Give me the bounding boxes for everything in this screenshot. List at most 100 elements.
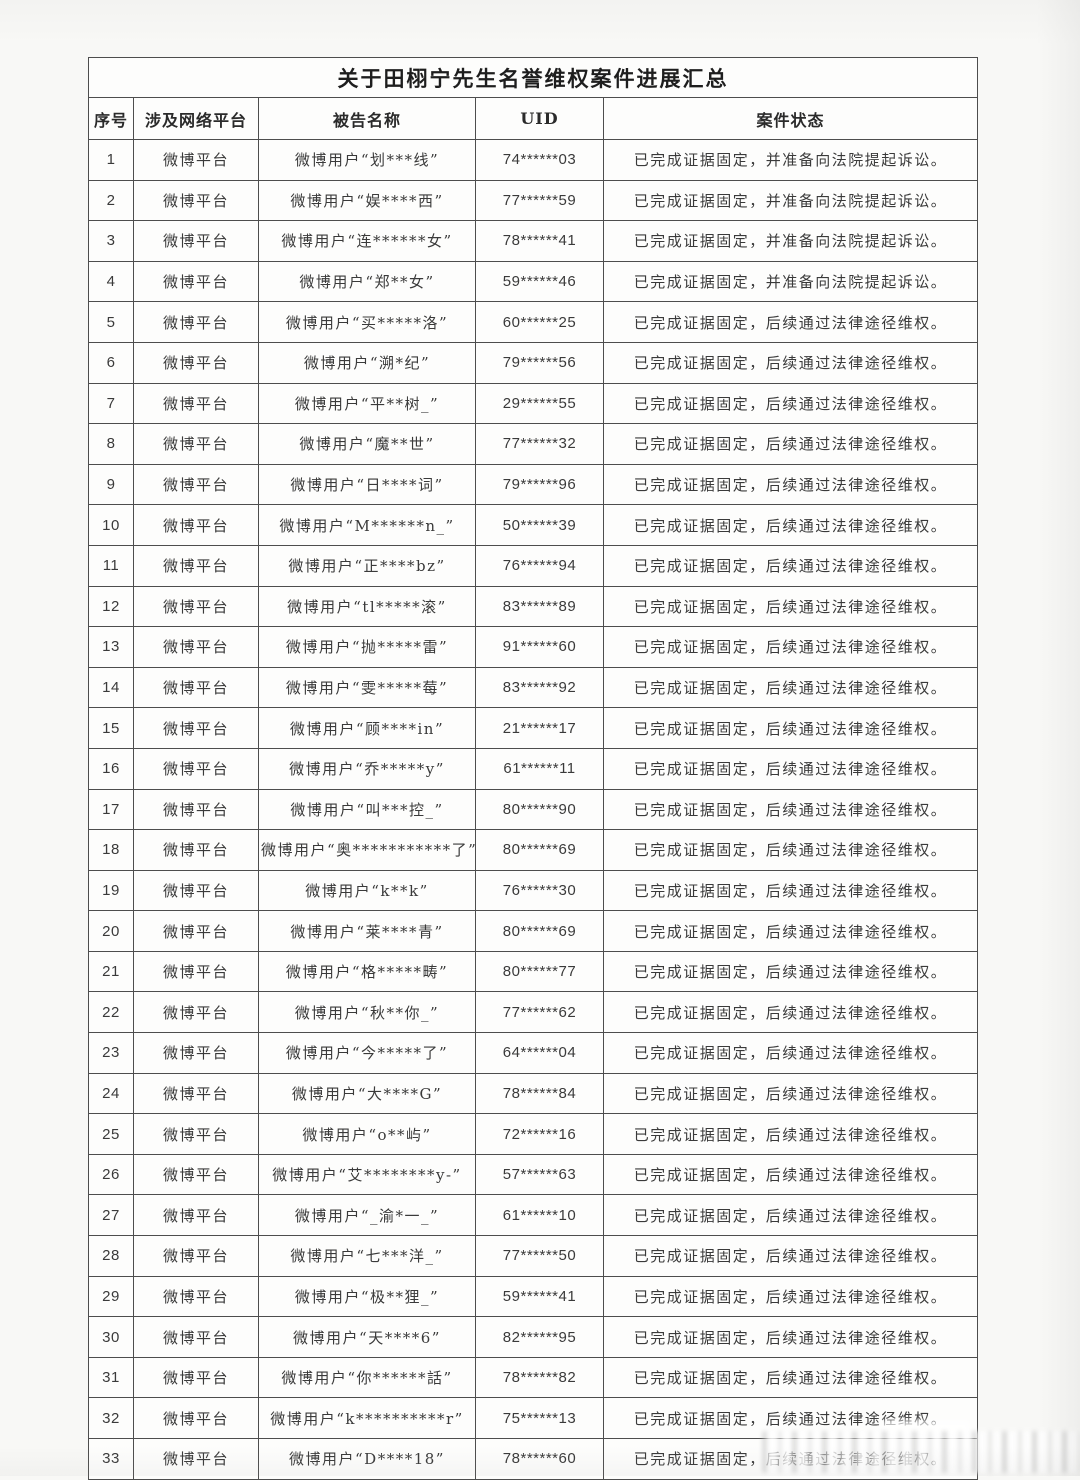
cell-uid: 83******89 (475, 585, 604, 628)
page-title: 关于田栩宁先生名誉维权案件进展汇总 (87, 57, 979, 98)
header-uid: UID (475, 97, 604, 140)
cell-uid: 74******03 (475, 139, 604, 181)
header-status: 案件状态 (602, 97, 979, 140)
cell-platform: 微博平台 (133, 910, 259, 952)
cell-defendant: 微博用户“k**********r” (258, 1397, 476, 1439)
cell-defendant: 微博用户“郑**女” (258, 260, 476, 303)
weibo-watermark (762, 1431, 1080, 1473)
cell-uid: 61******10 (475, 1194, 604, 1237)
cell-platform: 微博平台 (133, 382, 259, 425)
cell-platform: 微博平台 (133, 179, 259, 222)
cell-platform: 微博平台 (133, 626, 259, 668)
cell-status: 已完成证据固定，后续通过法律途径维权。 (602, 829, 979, 871)
cell-platform: 微博平台 (133, 341, 259, 384)
cell-defendant: 微博用户“奥***********了” (258, 829, 476, 871)
cell-uid: 21******17 (475, 707, 604, 749)
cell-platform: 微博平台 (133, 423, 259, 465)
table-row: 23 微博平台 微博用户“今*****了” 64******04 已完成证据固定… (88, 1032, 979, 1074)
cell-no: 14 (88, 666, 134, 709)
cell-no: 22 (88, 991, 134, 1034)
cell-status: 已完成证据固定，并准备向法院提起诉讼。 (602, 260, 979, 303)
cell-no: 27 (88, 1194, 134, 1237)
cell-platform: 微博平台 (133, 950, 259, 993)
cell-no: 23 (88, 1032, 134, 1074)
cell-uid: 80******69 (475, 829, 604, 871)
cell-status: 已完成证据固定，后续通过法律途径维权。 (602, 544, 979, 587)
cell-status: 已完成证据固定，后续通过法律途径维权。 (602, 707, 979, 749)
cell-status: 已完成证据固定，后续通过法律途径维权。 (602, 463, 979, 506)
cell-no: 16 (88, 747, 134, 790)
cell-defendant: 微博用户“乔*****y” (258, 747, 476, 790)
cell-uid: 78******60 (475, 1438, 604, 1480)
cell-platform: 微博平台 (133, 1397, 259, 1439)
cell-defendant: 微博用户“今*****了” (258, 1032, 476, 1074)
cell-platform: 微博平台 (133, 747, 259, 790)
table-row: 28 微博平台 微博用户“七***洋_” 77******50 已完成证据固定，… (88, 1235, 979, 1277)
cell-defendant: 微博用户“娱****西” (258, 179, 476, 222)
cell-platform: 微博平台 (133, 260, 259, 303)
table-row: 24 微博平台 微博用户“大****G” 78******84 已完成证据固定，… (88, 1072, 979, 1115)
cell-uid: 77******50 (475, 1235, 604, 1277)
cell-no: 24 (88, 1072, 134, 1115)
cell-defendant: 微博用户“格*****畴” (258, 950, 476, 993)
cell-status: 已完成证据固定，后续通过法律途径维权。 (602, 341, 979, 384)
cell-no: 12 (88, 585, 134, 628)
cell-platform: 微博平台 (133, 829, 259, 871)
table-row: 3 微博平台 微博用户“连******女” 78******41 已完成证据固定… (88, 220, 979, 262)
cell-uid: 77******62 (475, 991, 604, 1034)
cell-defendant: 微博用户“k**k” (258, 869, 476, 912)
cell-uid: 78******41 (475, 220, 604, 262)
cell-defendant: 微博用户“o**屿” (258, 1113, 476, 1155)
cell-uid: 57******63 (475, 1153, 604, 1196)
cell-no: 8 (88, 423, 134, 465)
table-row: 16 微博平台 微博用户“乔*****y” 61******11 已完成证据固定… (88, 747, 979, 790)
cell-platform: 微博平台 (133, 707, 259, 749)
cell-status: 已完成证据固定，后续通过法律途径维权。 (602, 788, 979, 831)
cell-platform: 微博平台 (133, 1072, 259, 1115)
cell-platform: 微博平台 (133, 1356, 259, 1399)
cell-uid: 50******39 (475, 504, 604, 546)
case-progress-table: 关于田栩宁先生名誉维权案件进展汇总 序号 涉及网络平台 被告名称 UID 案件状… (87, 57, 979, 1480)
cell-no: 20 (88, 910, 134, 952)
cell-platform: 微博平台 (133, 1275, 259, 1318)
cell-no: 7 (88, 382, 134, 425)
table-row: 30 微博平台 微博用户“天****6” 82******95 已完成证据固定，… (88, 1316, 979, 1358)
cell-platform: 微博平台 (133, 991, 259, 1034)
table-row: 18 微博平台 微博用户“奥***********了” 80******69 已… (88, 829, 979, 871)
cell-no: 3 (88, 220, 134, 262)
cell-uid: 79******96 (475, 463, 604, 506)
cell-status: 已完成证据固定，后续通过法律途径维权。 (602, 869, 979, 912)
cell-status: 已完成证据固定，后续通过法律途径维权。 (602, 1316, 979, 1358)
cell-uid: 60******25 (475, 301, 604, 343)
cell-status: 已完成证据固定，后续通过法律途径维权。 (602, 910, 979, 952)
cell-no: 15 (88, 707, 134, 749)
table-row: 8 微博平台 微博用户“魔**世” 77******32 已完成证据固定，后续通… (88, 423, 979, 465)
cell-defendant: 微博用户“天****6” (258, 1316, 476, 1358)
header-platform: 涉及网络平台 (133, 97, 259, 140)
cell-platform: 微博平台 (133, 1032, 259, 1074)
cell-uid: 76******94 (475, 544, 604, 587)
table-row: 25 微博平台 微博用户“o**屿” 72******16 已完成证据固定，后续… (88, 1113, 979, 1155)
table-row: 17 微博平台 微博用户“叫***控_” 80******90 已完成证据固定，… (88, 788, 979, 831)
table-row: 6 微博平台 微博用户“溯*纪” 79******56 已完成证据固定，后续通过… (88, 341, 979, 384)
cell-no: 10 (88, 504, 134, 546)
cell-platform: 微博平台 (133, 1153, 259, 1196)
cell-status: 已完成证据固定，后续通过法律途径维权。 (602, 991, 979, 1034)
cell-uid: 79******56 (475, 341, 604, 384)
cell-defendant: 微博用户“叫***控_” (258, 788, 476, 831)
cell-status: 已完成证据固定，后续通过法律途径维权。 (602, 626, 979, 668)
cell-uid: 77******32 (475, 423, 604, 465)
cell-defendant: 微博用户“连******女” (258, 220, 476, 262)
cell-defendant: 微博用户“平**树_” (258, 382, 476, 425)
cell-platform: 微博平台 (133, 301, 259, 343)
table-row: 27 微博平台 微博用户“_渝*一_” 61******10 已完成证据固定，后… (88, 1194, 979, 1237)
table-row: 21 微博平台 微博用户“格*****畴” 80******77 已完成证据固定… (88, 950, 979, 993)
cell-uid: 91******60 (475, 626, 604, 668)
table-row: 15 微博平台 微博用户“顾****in” 21******17 已完成证据固定… (88, 707, 979, 749)
cell-status: 已完成证据固定，后续通过法律途径维权。 (602, 301, 979, 343)
table-header-row: 序号 涉及网络平台 被告名称 UID 案件状态 (88, 97, 979, 140)
cell-no: 5 (88, 301, 134, 343)
cell-uid: 78******84 (475, 1072, 604, 1115)
cell-uid: 59******41 (475, 1275, 604, 1318)
cell-status: 已完成证据固定，后续通过法律途径维权。 (602, 1275, 979, 1318)
